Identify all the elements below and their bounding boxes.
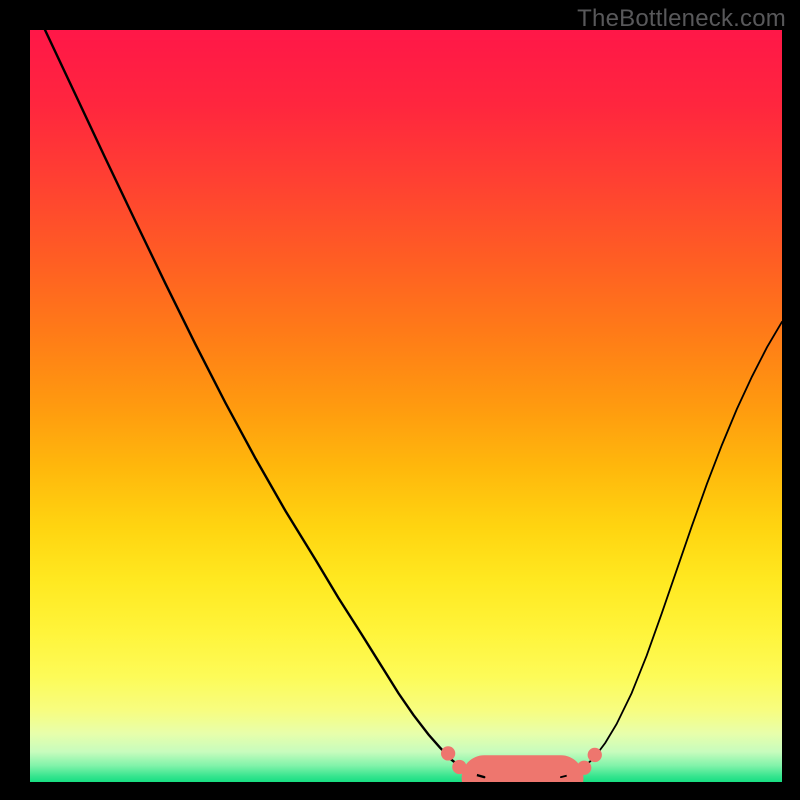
marker-dot (577, 761, 591, 775)
chart-frame: TheBottleneck.com (0, 0, 800, 800)
marker-dot (441, 746, 455, 760)
watermark-text: TheBottleneck.com (577, 5, 786, 33)
marker-dot (463, 767, 477, 781)
gradient-background (30, 30, 782, 782)
marker-dot (588, 748, 602, 762)
plot-area (30, 30, 782, 782)
bottleneck-curve-chart (30, 30, 782, 782)
